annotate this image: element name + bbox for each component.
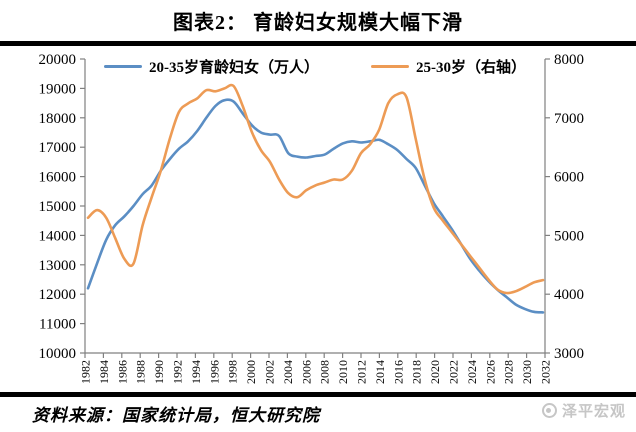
x-axis-label: 2028 (502, 360, 516, 384)
y-axis-right-label: 8000 (554, 52, 584, 68)
brand-logo-icon (541, 403, 557, 418)
x-axis-label: 2026 (483, 360, 497, 384)
y-axis-right-label: 5000 (554, 228, 584, 244)
x-axis-label: 2006 (299, 360, 313, 384)
y-axis-left-label: 13000 (39, 258, 77, 274)
x-axis-label: 1998 (226, 360, 240, 384)
x-axis-label: 1992 (171, 360, 185, 384)
x-axis-label: 2012 (355, 360, 369, 384)
x-axis-label: 2018 (410, 360, 424, 384)
top-divider-bar (0, 41, 636, 46)
y-axis-left-label: 17000 (39, 140, 77, 156)
legend-label: 20-35岁育龄妇女（万人） (149, 60, 319, 76)
x-axis-label: 2010 (336, 360, 350, 384)
x-axis-label: 1990 (152, 360, 166, 384)
y-axis-left-label: 12000 (39, 287, 77, 303)
y-axis-left-label: 16000 (39, 170, 77, 186)
x-axis-label: 2014 (373, 360, 387, 384)
bottom-divider-bar (0, 392, 636, 397)
x-axis-label: 1988 (134, 360, 148, 384)
x-axis-label: 1984 (97, 360, 111, 384)
brand-name: 泽平宏观 (561, 404, 626, 420)
x-axis-label: 2016 (391, 360, 405, 384)
y-axis-left-label: 20000 (39, 52, 77, 68)
x-axis-label: 2030 (520, 360, 534, 384)
x-axis-label: 2022 (447, 360, 461, 384)
x-axis-label: 1982 (79, 360, 93, 384)
legend-line-icon (371, 65, 409, 68)
footer-source-text: 资料来源：国家统计局，恒大研究院 (32, 406, 320, 425)
x-axis-label: 2020 (428, 360, 442, 384)
x-axis-label: 2024 (465, 360, 479, 384)
x-axis-label: 2000 (244, 360, 258, 384)
y-axis-left-label: 14000 (39, 228, 77, 244)
x-axis-label: 2004 (281, 360, 295, 384)
x-axis-label: 2032 (539, 360, 553, 384)
legend-item: 25-30岁（右轴） (371, 56, 526, 77)
legend-line-icon (104, 65, 142, 68)
y-axis-right-label: 4000 (554, 287, 584, 303)
series-line-0 (86, 98, 545, 314)
x-axis-label: 1986 (115, 360, 129, 384)
y-axis-left-label: 15000 (39, 199, 77, 215)
y-axis-left-label: 18000 (39, 111, 77, 127)
y-axis-right-label: 6000 (554, 170, 584, 186)
legend-item: 20-35岁育龄妇女（万人） (104, 56, 319, 77)
chart-title: 图表2： 育龄妇女规模大幅下滑 (173, 12, 463, 34)
y-axis-left-label: 10000 (39, 346, 77, 362)
chart-legend: 20-35岁育龄妇女（万人） 25-30岁（右轴） (85, 56, 545, 77)
x-axis-label: 1994 (189, 360, 203, 384)
y-axis-left-label: 19000 (39, 81, 77, 97)
y-axis-right-label: 7000 (554, 111, 584, 127)
y-axis-right-label: 3000 (554, 346, 584, 362)
x-axis-label: 2008 (318, 360, 332, 384)
x-axis-label: 2002 (263, 360, 277, 384)
brand-logo: 泽平宏观 (541, 400, 626, 421)
series-line-1 (86, 83, 545, 295)
y-axis-left-label: 11000 (39, 317, 76, 333)
x-axis-label: 1996 (207, 360, 221, 384)
legend-label: 25-30岁（右轴） (416, 60, 526, 76)
